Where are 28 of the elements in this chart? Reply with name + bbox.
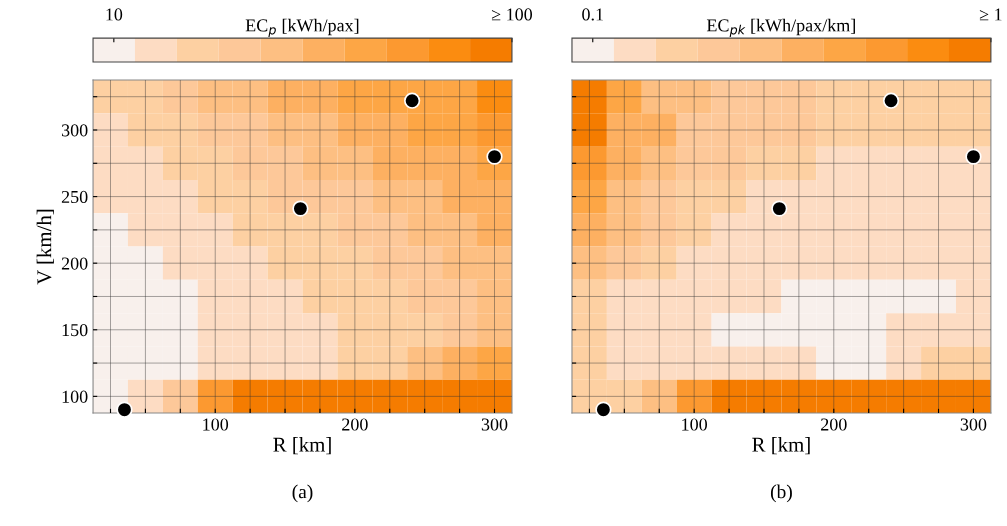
y-tick-label: 100 <box>62 390 88 403</box>
x-axis-title: R [km] <box>752 437 810 455</box>
point <box>595 401 612 418</box>
x-tick-label: 200 <box>342 418 368 431</box>
point <box>403 92 421 109</box>
x-tick-label: 300 <box>960 418 987 431</box>
text: (b) <box>770 484 792 503</box>
color-bar-label: ≥ 1 <box>979 8 1002 21</box>
color-bar-title: EC$_{p}$ [kWh/pax] <box>245 18 359 37</box>
color-bar-label: ≥ 100 <box>491 8 533 21</box>
point <box>882 92 900 109</box>
x-tick-label: 100 <box>682 418 708 431</box>
color-bar-label: 10 <box>106 8 123 21</box>
color-bar-label: 0.1 <box>582 8 603 21</box>
point <box>292 200 309 217</box>
point <box>771 200 788 217</box>
x-tick-label: 200 <box>821 418 847 431</box>
y-tick-label: 300 <box>61 124 88 137</box>
y-tick-label: 150 <box>62 324 88 337</box>
x-tick-label: 100 <box>203 418 229 431</box>
x-axis-title: R [km] <box>273 437 331 455</box>
point <box>116 401 133 418</box>
color-bar-title: EC$_{pk}$ [kWh/pax/km] <box>706 18 855 37</box>
y-axis-title: V [km/h] <box>36 209 54 285</box>
text: (a) <box>292 484 313 503</box>
y-tick-label: 250 <box>61 190 88 204</box>
x-tick-label: 300 <box>481 418 508 431</box>
y-tick-label: 200 <box>61 257 88 270</box>
